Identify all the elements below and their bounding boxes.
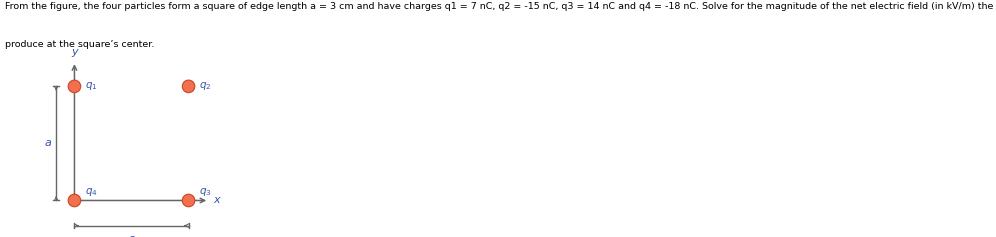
Text: a: a [45, 138, 52, 148]
Circle shape [68, 194, 81, 207]
Circle shape [182, 80, 195, 93]
Text: $q_3$: $q_3$ [199, 187, 212, 199]
Text: $q_4$: $q_4$ [86, 187, 98, 199]
Circle shape [68, 80, 81, 93]
Text: a: a [128, 234, 134, 237]
Text: From the figure, the four particles form a square of edge length a = 3 cm and ha: From the figure, the four particles form… [5, 2, 996, 11]
Text: $q_1$: $q_1$ [86, 80, 98, 92]
Text: y: y [71, 47, 78, 57]
Circle shape [182, 194, 195, 207]
Text: x: x [214, 196, 220, 205]
Text: $q_2$: $q_2$ [199, 80, 212, 92]
Text: produce at the square’s center.: produce at the square’s center. [5, 40, 154, 49]
